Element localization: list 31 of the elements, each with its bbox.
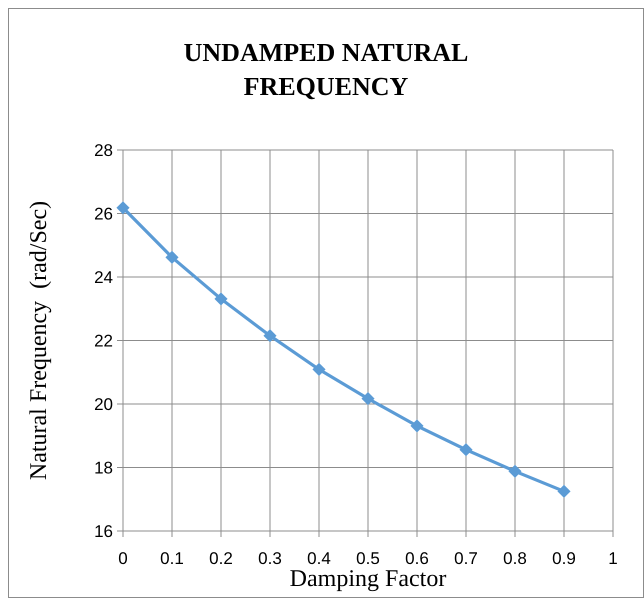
- y-tick-label: 26: [94, 204, 113, 224]
- point: [116, 201, 130, 214]
- point: [263, 329, 277, 342]
- x-tick-label: 0.7: [454, 549, 478, 568]
- x-tick-label: 0.1: [160, 549, 184, 568]
- x-tick-label: 0.8: [503, 549, 527, 568]
- y-tick-label: 22: [94, 332, 113, 350]
- x-tick-label: 1: [608, 549, 618, 568]
- y-tick-label: 18: [94, 458, 113, 478]
- point: [459, 443, 473, 456]
- x-tick-label: 0.3: [258, 549, 282, 568]
- y-axis-title: Natural Frequency (rad/Sec): [26, 200, 52, 480]
- x-axis-title: Damping Factor: [290, 566, 446, 592]
- x-tick-label: 0.6: [405, 549, 429, 568]
- y-tick-label: 20: [94, 395, 113, 414]
- x-tick-label: 0.2: [209, 549, 233, 568]
- x-tick-label: 0.9: [552, 549, 576, 568]
- point: [214, 292, 228, 306]
- point: [508, 464, 522, 478]
- point: [361, 392, 375, 406]
- y-tick-label: 16: [94, 522, 113, 541]
- x-tick-label: 0: [118, 549, 128, 568]
- x-tick-label: 0.4: [307, 549, 331, 568]
- y-tick-label: 24: [94, 268, 113, 287]
- point: [312, 362, 326, 376]
- chart-title: UNDAMPED NATURAL FREQUENCY: [182, 37, 470, 103]
- point: [410, 419, 424, 432]
- point: [165, 250, 179, 264]
- point: [557, 484, 571, 498]
- y-tick-label: 28: [94, 141, 113, 160]
- x-tick-label: 0.5: [356, 549, 380, 568]
